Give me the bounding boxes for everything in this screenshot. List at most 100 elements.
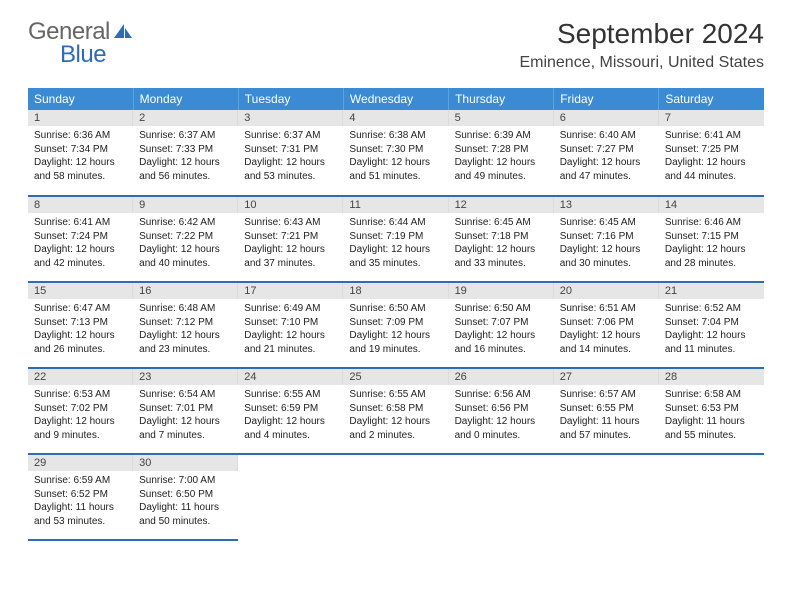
day-number: 14 bbox=[659, 197, 764, 213]
sunrise-line: Sunrise: 6:37 AM bbox=[139, 129, 232, 143]
weekday-row: SundayMondayTuesdayWednesdayThursdayFrid… bbox=[28, 88, 764, 110]
sunrise-line: Sunrise: 6:37 AM bbox=[244, 129, 337, 143]
daylight-line: Daylight: 12 hours and 7 minutes. bbox=[139, 415, 232, 442]
calendar-cell: 12Sunrise: 6:45 AMSunset: 7:18 PMDayligh… bbox=[449, 196, 554, 282]
calendar-cell: 23Sunrise: 6:54 AMSunset: 7:01 PMDayligh… bbox=[133, 368, 238, 454]
page-title: September 2024 bbox=[519, 18, 764, 50]
calendar-head: SundayMondayTuesdayWednesdayThursdayFrid… bbox=[28, 88, 764, 110]
calendar-cell bbox=[238, 454, 343, 540]
day-number: 3 bbox=[238, 110, 343, 126]
day-number: 2 bbox=[133, 110, 238, 126]
day-number-empty bbox=[554, 455, 659, 471]
daylight-line: Daylight: 12 hours and 23 minutes. bbox=[139, 329, 232, 356]
daylight-line: Daylight: 12 hours and 30 minutes. bbox=[560, 243, 653, 270]
brand-sail-icon bbox=[112, 19, 134, 47]
day-number-empty bbox=[659, 455, 764, 471]
sunset-line: Sunset: 7:27 PM bbox=[560, 143, 653, 157]
calendar-cell: 10Sunrise: 6:43 AMSunset: 7:21 PMDayligh… bbox=[238, 196, 343, 282]
day-number: 15 bbox=[28, 283, 133, 299]
day-number: 12 bbox=[449, 197, 554, 213]
day-content: Sunrise: 6:37 AMSunset: 7:33 PMDaylight:… bbox=[133, 126, 238, 187]
sunset-line: Sunset: 7:07 PM bbox=[455, 316, 548, 330]
day-content: Sunrise: 6:57 AMSunset: 6:55 PMDaylight:… bbox=[554, 385, 659, 446]
day-content: Sunrise: 6:52 AMSunset: 7:04 PMDaylight:… bbox=[659, 299, 764, 360]
day-content: Sunrise: 6:42 AMSunset: 7:22 PMDaylight:… bbox=[133, 213, 238, 274]
sunset-line: Sunset: 7:06 PM bbox=[560, 316, 653, 330]
day-content: Sunrise: 6:36 AMSunset: 7:34 PMDaylight:… bbox=[28, 126, 133, 187]
daylight-line: Daylight: 12 hours and 21 minutes. bbox=[244, 329, 337, 356]
sunset-line: Sunset: 7:09 PM bbox=[349, 316, 442, 330]
day-content: Sunrise: 6:55 AMSunset: 6:59 PMDaylight:… bbox=[238, 385, 343, 446]
daylight-line: Daylight: 12 hours and 0 minutes. bbox=[455, 415, 548, 442]
day-number: 23 bbox=[133, 369, 238, 385]
sunrise-line: Sunrise: 6:44 AM bbox=[349, 216, 442, 230]
daylight-line: Daylight: 12 hours and 9 minutes. bbox=[34, 415, 127, 442]
day-content: Sunrise: 6:38 AMSunset: 7:30 PMDaylight:… bbox=[343, 126, 448, 187]
day-number-empty bbox=[238, 455, 343, 471]
title-block: September 2024 Eminence, Missouri, Unite… bbox=[519, 18, 764, 72]
day-content: Sunrise: 6:56 AMSunset: 6:56 PMDaylight:… bbox=[449, 385, 554, 446]
day-content: Sunrise: 6:59 AMSunset: 6:52 PMDaylight:… bbox=[28, 471, 133, 532]
daylight-line: Daylight: 12 hours and 19 minutes. bbox=[349, 329, 442, 356]
calendar-body: 1Sunrise: 6:36 AMSunset: 7:34 PMDaylight… bbox=[28, 110, 764, 540]
day-number: 17 bbox=[238, 283, 343, 299]
day-content: Sunrise: 6:49 AMSunset: 7:10 PMDaylight:… bbox=[238, 299, 343, 360]
sunrise-line: Sunrise: 6:54 AM bbox=[139, 388, 232, 402]
sunrise-line: Sunrise: 6:36 AM bbox=[34, 129, 127, 143]
sunset-line: Sunset: 7:22 PM bbox=[139, 230, 232, 244]
calendar-cell: 29Sunrise: 6:59 AMSunset: 6:52 PMDayligh… bbox=[28, 454, 133, 540]
calendar-cell: 2Sunrise: 6:37 AMSunset: 7:33 PMDaylight… bbox=[133, 110, 238, 196]
sunrise-line: Sunrise: 6:59 AM bbox=[34, 474, 127, 488]
day-content: Sunrise: 6:45 AMSunset: 7:16 PMDaylight:… bbox=[554, 213, 659, 274]
day-number: 27 bbox=[554, 369, 659, 385]
header: General Blue September 2024 Eminence, Mi… bbox=[0, 0, 792, 80]
calendar-cell: 1Sunrise: 6:36 AMSunset: 7:34 PMDaylight… bbox=[28, 110, 133, 196]
day-number: 7 bbox=[659, 110, 764, 126]
sunrise-line: Sunrise: 6:42 AM bbox=[139, 216, 232, 230]
sunrise-line: Sunrise: 6:41 AM bbox=[665, 129, 758, 143]
sunrise-line: Sunrise: 6:55 AM bbox=[349, 388, 442, 402]
sunrise-line: Sunrise: 6:41 AM bbox=[34, 216, 127, 230]
day-content: Sunrise: 6:46 AMSunset: 7:15 PMDaylight:… bbox=[659, 213, 764, 274]
day-number: 13 bbox=[554, 197, 659, 213]
sunrise-line: Sunrise: 6:50 AM bbox=[349, 302, 442, 316]
sunrise-line: Sunrise: 6:39 AM bbox=[455, 129, 548, 143]
sunrise-line: Sunrise: 6:53 AM bbox=[34, 388, 127, 402]
day-number: 4 bbox=[343, 110, 448, 126]
sunrise-line: Sunrise: 6:45 AM bbox=[560, 216, 653, 230]
weekday-header: Tuesday bbox=[238, 88, 343, 110]
sunrise-line: Sunrise: 6:43 AM bbox=[244, 216, 337, 230]
sunset-line: Sunset: 6:59 PM bbox=[244, 402, 337, 416]
calendar-cell: 20Sunrise: 6:51 AMSunset: 7:06 PMDayligh… bbox=[554, 282, 659, 368]
day-content: Sunrise: 6:44 AMSunset: 7:19 PMDaylight:… bbox=[343, 213, 448, 274]
weekday-header: Saturday bbox=[659, 88, 764, 110]
daylight-line: Daylight: 12 hours and 16 minutes. bbox=[455, 329, 548, 356]
sunrise-line: Sunrise: 6:45 AM bbox=[455, 216, 548, 230]
calendar-cell: 25Sunrise: 6:55 AMSunset: 6:58 PMDayligh… bbox=[343, 368, 448, 454]
daylight-line: Daylight: 11 hours and 55 minutes. bbox=[665, 415, 758, 442]
calendar-cell: 26Sunrise: 6:56 AMSunset: 6:56 PMDayligh… bbox=[449, 368, 554, 454]
daylight-line: Daylight: 12 hours and 44 minutes. bbox=[665, 156, 758, 183]
calendar-row: 8Sunrise: 6:41 AMSunset: 7:24 PMDaylight… bbox=[28, 196, 764, 282]
day-content: Sunrise: 6:41 AMSunset: 7:24 PMDaylight:… bbox=[28, 213, 133, 274]
day-content: Sunrise: 6:39 AMSunset: 7:28 PMDaylight:… bbox=[449, 126, 554, 187]
calendar-cell: 24Sunrise: 6:55 AMSunset: 6:59 PMDayligh… bbox=[238, 368, 343, 454]
calendar-cell: 30Sunrise: 7:00 AMSunset: 6:50 PMDayligh… bbox=[133, 454, 238, 540]
day-number: 8 bbox=[28, 197, 133, 213]
day-content: Sunrise: 6:47 AMSunset: 7:13 PMDaylight:… bbox=[28, 299, 133, 360]
daylight-line: Daylight: 12 hours and 26 minutes. bbox=[34, 329, 127, 356]
calendar-cell bbox=[449, 454, 554, 540]
calendar-cell bbox=[554, 454, 659, 540]
calendar-cell: 19Sunrise: 6:50 AMSunset: 7:07 PMDayligh… bbox=[449, 282, 554, 368]
day-number: 21 bbox=[659, 283, 764, 299]
sunset-line: Sunset: 7:04 PM bbox=[665, 316, 758, 330]
calendar-cell bbox=[659, 454, 764, 540]
sunrise-line: Sunrise: 6:57 AM bbox=[560, 388, 653, 402]
daylight-line: Daylight: 12 hours and 53 minutes. bbox=[244, 156, 337, 183]
day-number: 16 bbox=[133, 283, 238, 299]
calendar-cell: 15Sunrise: 6:47 AMSunset: 7:13 PMDayligh… bbox=[28, 282, 133, 368]
sunset-line: Sunset: 7:33 PM bbox=[139, 143, 232, 157]
day-content: Sunrise: 6:40 AMSunset: 7:27 PMDaylight:… bbox=[554, 126, 659, 187]
brand-logo: General Blue bbox=[28, 18, 134, 69]
daylight-line: Daylight: 12 hours and 33 minutes. bbox=[455, 243, 548, 270]
